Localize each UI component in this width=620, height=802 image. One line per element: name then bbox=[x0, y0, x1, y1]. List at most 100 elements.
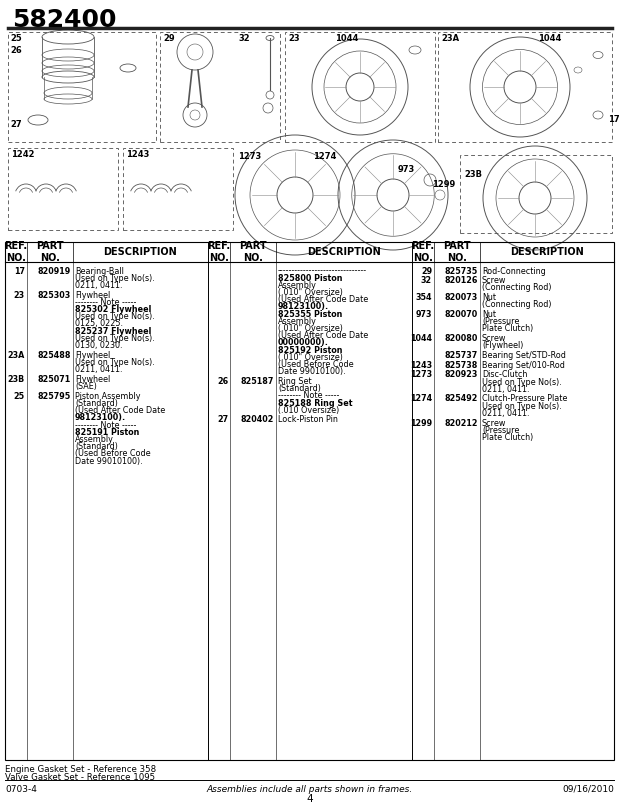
Text: (Flywheel): (Flywheel) bbox=[482, 342, 523, 350]
Text: 820923: 820923 bbox=[445, 371, 478, 379]
Text: 17: 17 bbox=[14, 266, 25, 276]
Text: 973: 973 bbox=[398, 165, 415, 174]
Bar bbox=[8, 32, 156, 142]
Text: 0211, 0411.: 0211, 0411. bbox=[482, 409, 529, 418]
Text: (.010" Oversize): (.010" Oversize) bbox=[278, 324, 343, 333]
Text: 26: 26 bbox=[10, 46, 22, 55]
Text: 825191 Piston: 825191 Piston bbox=[75, 427, 140, 437]
Text: 825187: 825187 bbox=[241, 377, 274, 386]
Text: (Used After Code Date: (Used After Code Date bbox=[278, 331, 368, 340]
Text: Bearing Set/STD-Rod: Bearing Set/STD-Rod bbox=[482, 351, 566, 360]
Text: Used on Type No(s).: Used on Type No(s). bbox=[482, 402, 562, 411]
Text: (Used Before Code: (Used Before Code bbox=[278, 360, 353, 369]
Text: 23B: 23B bbox=[7, 375, 25, 384]
Text: Disc-Clutch: Disc-Clutch bbox=[482, 371, 528, 379]
Text: PART
NO.: PART NO. bbox=[239, 241, 267, 263]
Text: 825355 Piston: 825355 Piston bbox=[278, 310, 342, 318]
Text: 825071: 825071 bbox=[38, 375, 71, 384]
Text: Flywheel: Flywheel bbox=[75, 375, 110, 384]
Text: (Standard): (Standard) bbox=[75, 399, 118, 408]
Text: REF.
NO.: REF. NO. bbox=[208, 241, 231, 263]
Text: Used on Type No(s).: Used on Type No(s). bbox=[482, 378, 562, 387]
Text: Used on Type No(s).: Used on Type No(s). bbox=[75, 334, 155, 342]
Text: 29: 29 bbox=[421, 266, 432, 276]
Text: 973: 973 bbox=[415, 310, 432, 319]
Text: Assemblies include all parts shown in frames.: Assemblies include all parts shown in fr… bbox=[207, 785, 413, 794]
Text: PART
NO.: PART NO. bbox=[36, 241, 64, 263]
Text: 354: 354 bbox=[415, 293, 432, 302]
Text: (.010 Oversize): (.010 Oversize) bbox=[278, 406, 339, 415]
Text: 825735: 825735 bbox=[445, 266, 478, 276]
Text: 820126: 820126 bbox=[445, 276, 478, 286]
Text: (Used After Code Date: (Used After Code Date bbox=[75, 406, 166, 415]
Text: Date 99010100).: Date 99010100). bbox=[75, 456, 143, 465]
Text: DESCRIPTION: DESCRIPTION bbox=[104, 247, 177, 257]
Text: (Used Before Code: (Used Before Code bbox=[75, 449, 151, 458]
Text: (Connecting Rod): (Connecting Rod) bbox=[482, 283, 552, 293]
Bar bbox=[123, 148, 233, 230]
Text: 23: 23 bbox=[288, 34, 299, 43]
Text: 1273: 1273 bbox=[238, 152, 261, 161]
Text: Bearing-Ball: Bearing-Ball bbox=[75, 266, 124, 276]
Text: 825738: 825738 bbox=[445, 361, 478, 370]
Text: 825302 Flywheel: 825302 Flywheel bbox=[75, 305, 151, 314]
Text: 825237 Flywheel: 825237 Flywheel bbox=[75, 326, 151, 335]
Text: -------- Note -----: -------- Note ----- bbox=[75, 420, 136, 430]
Text: 1274: 1274 bbox=[313, 152, 337, 161]
Text: 1273: 1273 bbox=[410, 371, 432, 379]
Text: Flywheel: Flywheel bbox=[75, 290, 110, 300]
Text: REF.
NO.: REF. NO. bbox=[4, 241, 27, 263]
Text: 0125, 0225.: 0125, 0225. bbox=[75, 319, 123, 328]
Text: 26: 26 bbox=[217, 377, 228, 386]
Text: 4: 4 bbox=[307, 794, 313, 802]
Text: Rod-Connecting: Rod-Connecting bbox=[482, 266, 546, 276]
Text: 825188 Ring Set: 825188 Ring Set bbox=[278, 399, 353, 407]
Text: 23A: 23A bbox=[441, 34, 459, 43]
Text: 825488: 825488 bbox=[37, 350, 71, 360]
Text: (Connecting Rod): (Connecting Rod) bbox=[482, 300, 552, 310]
Text: 820919: 820919 bbox=[38, 266, 71, 276]
Text: 820080: 820080 bbox=[445, 334, 478, 343]
Text: 820070: 820070 bbox=[445, 310, 478, 319]
Bar bbox=[460, 155, 612, 233]
Text: Screw: Screw bbox=[482, 419, 507, 427]
Text: 1243: 1243 bbox=[410, 361, 432, 370]
Text: (Pressure: (Pressure bbox=[482, 318, 520, 326]
Text: -------- Note -----: -------- Note ----- bbox=[75, 298, 136, 307]
Text: PART
NO.: PART NO. bbox=[443, 241, 471, 263]
Text: 23: 23 bbox=[14, 290, 25, 300]
Text: Piston Assembly: Piston Assembly bbox=[75, 391, 141, 401]
Text: -------------------------------: ------------------------------- bbox=[278, 266, 367, 276]
Text: 1299: 1299 bbox=[410, 419, 432, 427]
Text: 29: 29 bbox=[163, 34, 175, 43]
Text: 1243: 1243 bbox=[126, 150, 149, 159]
Text: 825800 Piston: 825800 Piston bbox=[278, 273, 342, 282]
Text: 825303: 825303 bbox=[38, 290, 71, 300]
Text: 32: 32 bbox=[421, 276, 432, 286]
Text: 25: 25 bbox=[14, 391, 25, 401]
Text: Clutch-Pressure Plate: Clutch-Pressure Plate bbox=[482, 395, 567, 403]
Text: 1044: 1044 bbox=[335, 34, 358, 43]
Text: (.010" Oversize): (.010" Oversize) bbox=[278, 288, 343, 297]
Text: Flywheel: Flywheel bbox=[75, 350, 110, 360]
Text: 23A: 23A bbox=[7, 350, 25, 360]
Text: Screw: Screw bbox=[482, 334, 507, 343]
Text: 820402: 820402 bbox=[241, 415, 274, 424]
Text: 825492: 825492 bbox=[445, 395, 478, 403]
Text: 825192 Piston: 825192 Piston bbox=[278, 346, 342, 354]
Text: (SAE): (SAE) bbox=[75, 382, 97, 391]
Text: 1299: 1299 bbox=[432, 180, 455, 189]
Text: 27: 27 bbox=[217, 415, 228, 424]
Text: -------- Note -----: -------- Note ----- bbox=[278, 391, 339, 400]
Text: Date 99010100).: Date 99010100). bbox=[278, 367, 345, 376]
Text: 25: 25 bbox=[10, 34, 22, 43]
Text: Assembly: Assembly bbox=[278, 317, 317, 326]
Text: 0211, 0411.: 0211, 0411. bbox=[482, 385, 529, 394]
Text: (Pressure: (Pressure bbox=[482, 426, 520, 435]
Text: Bearing Set/010-Rod: Bearing Set/010-Rod bbox=[482, 361, 565, 370]
Text: Assembly: Assembly bbox=[278, 281, 317, 290]
Text: 582400: 582400 bbox=[12, 8, 117, 32]
Text: Used on Type No(s).: Used on Type No(s). bbox=[75, 358, 155, 367]
Text: 1044: 1044 bbox=[538, 34, 561, 43]
Text: 825795: 825795 bbox=[38, 391, 71, 401]
